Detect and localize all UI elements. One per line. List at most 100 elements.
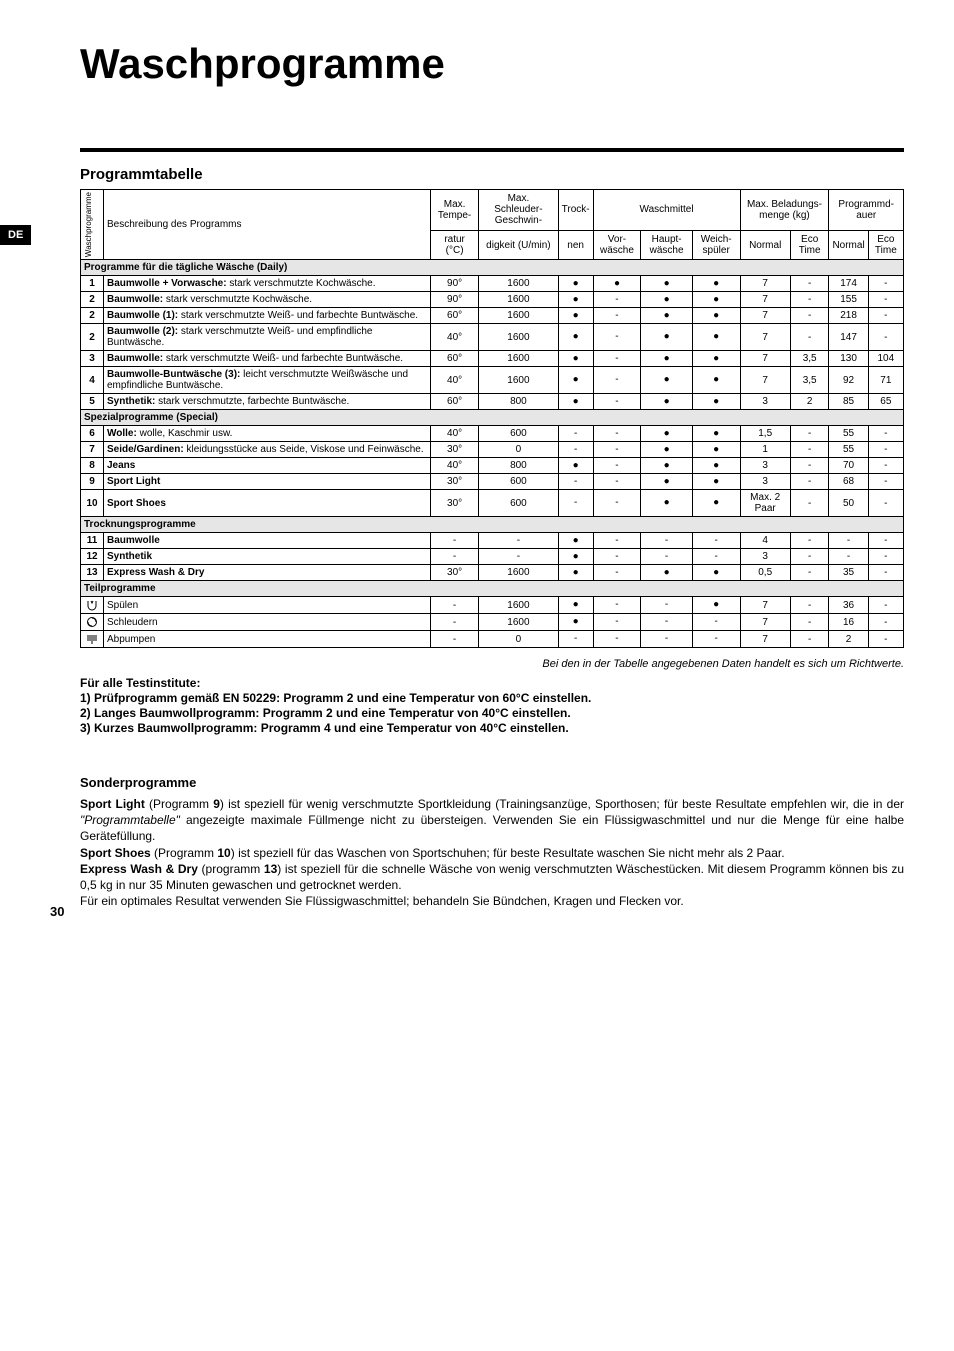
row-dry: -: [558, 474, 593, 490]
table-header: Waschprogramme Beschreibung des Programm…: [81, 190, 904, 260]
row-temp: 30°: [431, 490, 479, 517]
col-dur-normal: Normal: [829, 230, 868, 259]
row-dur-normal: 70: [829, 458, 868, 474]
row-mainwash: ●: [641, 426, 693, 442]
row-load-normal: 7: [740, 367, 790, 394]
row-load-normal: 7: [740, 351, 790, 367]
table-row: Abpumpen-0----7-2-: [81, 631, 904, 648]
row-mainwash: ●: [641, 474, 693, 490]
row-dur-eco: -: [868, 276, 903, 292]
row-dur-normal: -: [829, 533, 868, 549]
test-institutes-heading: Für alle Testinstitute:: [80, 676, 904, 690]
row-dur-normal: 36: [829, 597, 868, 614]
col-dur-eco: Eco Time: [868, 230, 903, 259]
row-prewash: -: [593, 458, 641, 474]
row-load-normal: 4: [740, 533, 790, 549]
row-spin: -: [479, 549, 558, 565]
table-row: 3Baumwolle: stark verschmutzte Weiß- und…: [81, 351, 904, 367]
row-mainwash: ●: [641, 276, 693, 292]
row-spin: 600: [479, 490, 558, 517]
row-spin: 800: [479, 394, 558, 410]
row-dur-eco: -: [868, 474, 903, 490]
row-icon: [81, 614, 104, 631]
row-dur-eco: 71: [868, 367, 903, 394]
row-mainwash: ●: [641, 458, 693, 474]
row-prewash: -: [593, 549, 641, 565]
row-softener: ●: [692, 565, 740, 581]
table-row: 6Wolle: wolle, Kaschmir usw.40°600--●●1,…: [81, 426, 904, 442]
section-row: Trocknungsprogramme: [81, 517, 904, 533]
row-dur-normal: 55: [829, 442, 868, 458]
page-title: Waschprogramme: [80, 40, 904, 88]
row-prewash: -: [593, 308, 641, 324]
page-number: 30: [50, 904, 64, 919]
row-load-eco: -: [790, 597, 829, 614]
row-desc: Express Wash & Dry: [104, 565, 431, 581]
row-desc: Seide/Gardinen: kleidungsstücke aus Seid…: [104, 442, 431, 458]
row-load-eco: -: [790, 474, 829, 490]
row-desc: Spülen: [104, 597, 431, 614]
row-dry: ●: [558, 351, 593, 367]
row-softener: ●: [692, 597, 740, 614]
row-dur-normal: 35: [829, 565, 868, 581]
row-temp: -: [431, 614, 479, 631]
row-dur-eco: -: [868, 490, 903, 517]
row-dur-eco: -: [868, 292, 903, 308]
row-temp: 90°: [431, 276, 479, 292]
row-spin: 1600: [479, 292, 558, 308]
col-temp-bot: ratur (°C): [431, 230, 479, 259]
row-icon: [81, 597, 104, 614]
table-row: 11Baumwolle--●---4---: [81, 533, 904, 549]
col-load-eco: Eco Time: [790, 230, 829, 259]
row-load-eco: -: [790, 631, 829, 648]
row-dur-normal: 130: [829, 351, 868, 367]
row-load-normal: 7: [740, 292, 790, 308]
section-row: Programme für die tägliche Wäsche (Daily…: [81, 260, 904, 276]
row-load-eco: -: [790, 533, 829, 549]
col-softener: Weich- spüler: [692, 230, 740, 259]
row-desc: Baumwolle + Vorwasche: stark verschmutzt…: [104, 276, 431, 292]
row-softener: ●: [692, 292, 740, 308]
row-dry: -: [558, 631, 593, 648]
row-mainwash: -: [641, 549, 693, 565]
row-dur-normal: 85: [829, 394, 868, 410]
language-badge: DE: [0, 225, 31, 245]
row-temp: -: [431, 631, 479, 648]
row-spin: 0: [479, 442, 558, 458]
row-mainwash: ●: [641, 292, 693, 308]
row-number: 3: [81, 351, 104, 367]
row-dur-eco: -: [868, 533, 903, 549]
row-load-normal: 1,5: [740, 426, 790, 442]
section-heading: Programmtabelle: [80, 166, 904, 183]
row-dry: -: [558, 426, 593, 442]
row-load-normal: 7: [740, 308, 790, 324]
row-softener: ●: [692, 324, 740, 351]
row-softener: ●: [692, 442, 740, 458]
row-softener: ●: [692, 394, 740, 410]
test-note-2: 2) Langes Baumwollprogramm: Programm 2 u…: [80, 706, 904, 720]
row-spin: 1600: [479, 324, 558, 351]
row-dry: ●: [558, 614, 593, 631]
col-temp-top: Max. Tempe-: [431, 190, 479, 231]
row-spin: -: [479, 533, 558, 549]
row-temp: 40°: [431, 324, 479, 351]
col-detergent: Waschmittel: [593, 190, 740, 231]
footnote-italic: Bei den in der Tabelle angegebenen Daten…: [80, 658, 904, 670]
row-dry: ●: [558, 533, 593, 549]
table-row: 8Jeans40°800●-●●3-70-: [81, 458, 904, 474]
row-load-eco: -: [790, 490, 829, 517]
row-dur-eco: 104: [868, 351, 903, 367]
row-softener: -: [692, 549, 740, 565]
col-description: Beschreibung des Programms: [104, 190, 431, 260]
table-row: Spülen-1600●--●7-36-: [81, 597, 904, 614]
row-dur-normal: -: [829, 549, 868, 565]
col-load-normal: Normal: [740, 230, 790, 259]
col-load: Max. Beladungs-menge (kg): [740, 190, 829, 231]
section-row: Spezialprogramme (Special): [81, 410, 904, 426]
row-dur-normal: 50: [829, 490, 868, 517]
table-row: 2Baumwolle (2): stark verschmutzte Weiß-…: [81, 324, 904, 351]
row-temp: 40°: [431, 458, 479, 474]
row-number: 4: [81, 367, 104, 394]
row-spin: 1600: [479, 351, 558, 367]
row-dur-eco: -: [868, 308, 903, 324]
